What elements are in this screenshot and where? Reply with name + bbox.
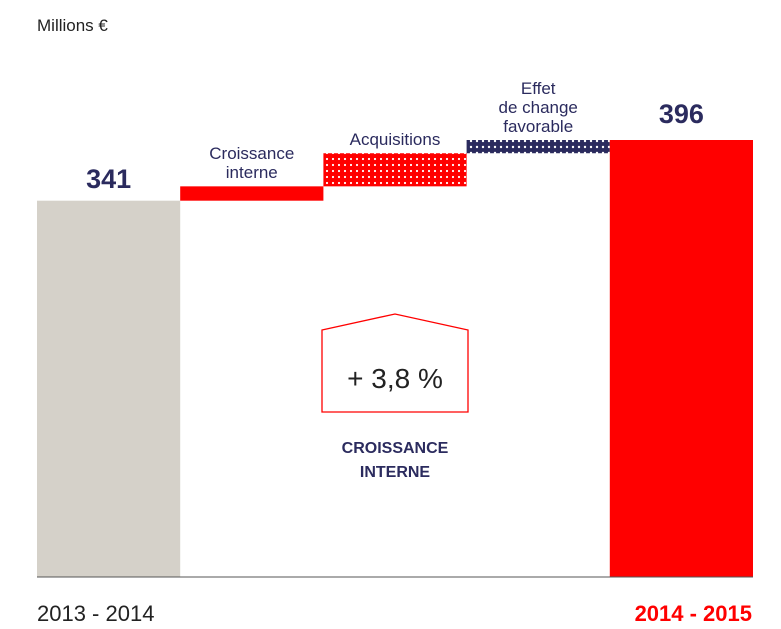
annotation-value: + 3,8 % (347, 363, 443, 394)
step-bar (466, 140, 610, 154)
value-label: 396 (659, 99, 704, 129)
annotation-caption: CROISSANCE INTERNE (341, 440, 449, 481)
start-label: 2013 - 2014 (37, 601, 155, 626)
bar (609, 140, 753, 577)
step-label: Acquisitions (349, 130, 441, 150)
step-bar (180, 186, 324, 201)
unit-label: Millions € (37, 16, 108, 35)
badge-outline (321, 313, 469, 413)
value-label: 341 (86, 164, 131, 194)
step-label: Effet de change favorable (498, 79, 578, 136)
step-label: Croissance interne (209, 144, 295, 183)
step-bar (323, 153, 467, 187)
end-label: 2014 - 2015 (634, 601, 752, 626)
bar (37, 200, 181, 577)
